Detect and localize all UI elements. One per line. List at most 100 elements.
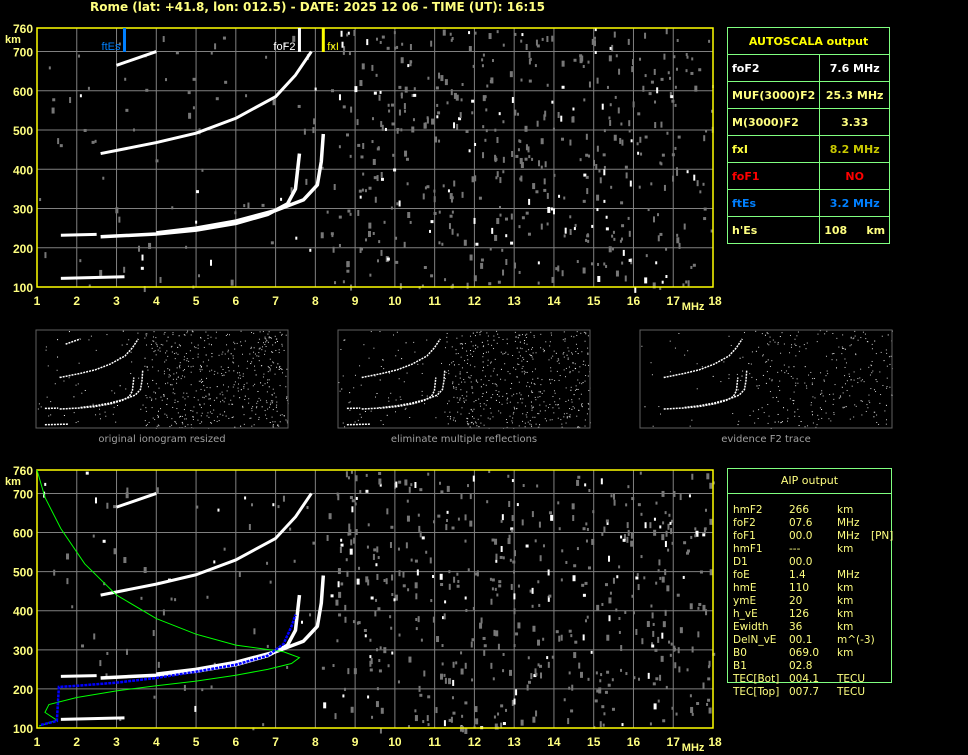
noise-dot [451,526,455,530]
noise-dot [819,330,821,332]
noise-dot [639,471,642,475]
noise-dot [202,396,204,398]
noise-dot [364,410,366,412]
noise-dot [398,570,401,577]
noise-dot [243,385,245,387]
noise-dot [507,474,510,478]
noise-dot [887,334,889,336]
noise-dot [173,373,175,375]
noise-dot [511,422,513,424]
noise-dot [644,406,646,408]
noise-dot [694,527,697,531]
noise-dot [371,117,374,121]
noise-dot [415,617,418,621]
noise-dot [530,355,532,357]
noise-dot [152,366,154,368]
noise-dot [142,404,144,406]
noise-dot [513,593,516,600]
noise-dot [491,538,495,542]
noise-dot [468,31,471,35]
noise-dot [637,584,640,591]
noise-dot [267,379,269,381]
noise-dot [371,140,374,144]
noise-dot [561,60,565,67]
noise-dot [368,357,370,359]
noise-dot [515,368,517,370]
y-axis-label: km [5,476,21,488]
aip-cell: m^(-3) [837,634,875,646]
noise-dot [668,76,671,80]
noise-dot [344,339,346,341]
noise-dot [153,391,155,393]
noise-dot [208,343,210,345]
noise-dot [276,341,278,343]
noise-dot [423,266,427,270]
noise-dot [482,152,485,159]
noise-dot [197,399,199,401]
noise-dot [279,421,281,423]
noise-dot [437,111,441,115]
noise-dot [644,277,648,284]
noise-dot [567,718,570,725]
noise-dot [183,684,186,691]
noise-dot [489,407,491,409]
noise-dot [356,119,359,126]
noise-dot [456,123,459,130]
noise-dot [574,389,576,391]
noise-dot [472,475,475,482]
noise-dot [628,129,631,133]
noise-dot [513,406,515,408]
noise-dot [388,109,391,113]
noise-dot [261,406,263,408]
noise-dot [369,273,372,277]
noise-dot [410,60,413,64]
noise-dot [192,77,196,81]
noise-dot [469,364,471,366]
noise-dot [448,678,452,685]
noise-dot [777,413,779,415]
noise-dot [50,414,52,416]
noise-dot [184,414,186,416]
x-tick-label: 3 [113,735,120,749]
noise-dot [186,360,188,362]
noise-dot [567,399,569,401]
noise-dot [690,71,694,75]
noise-dot [350,470,353,474]
noise-dot [497,643,500,650]
noise-dot [172,406,174,408]
noise-dot [411,93,415,97]
caption-original: original ionogram resized [98,434,226,445]
noise-dot [414,351,416,353]
noise-dot [166,404,168,406]
noise-dot [487,417,489,419]
noise-dot [630,532,633,539]
noise-dot [234,211,237,215]
noise-dot [330,232,334,236]
noise-dot [447,370,449,372]
noise-dot [640,152,643,156]
autoscala-value: NO [819,162,891,190]
noise-dot [218,420,220,422]
noise-dot [569,228,572,235]
noise-dot [541,379,543,381]
noise-dot [767,343,769,345]
noise-dot [167,355,169,357]
noise-dot [816,424,818,426]
noise-dot [450,38,453,42]
noise-dot [240,341,242,343]
noise-dot [275,349,277,351]
noise-dot [573,336,575,338]
noise-dot [777,386,779,388]
trace-es [44,423,69,426]
noise-dot [511,479,514,483]
noise-dot [535,190,539,194]
noise-dot [573,407,575,409]
noise-dot [471,387,473,389]
noise-dot [264,350,266,352]
trace-es [60,275,125,280]
noise-dot [661,280,664,284]
noise-dot [463,401,465,403]
noise-dot [162,609,165,616]
noise-dot [500,545,503,552]
noise-dot [451,37,454,41]
